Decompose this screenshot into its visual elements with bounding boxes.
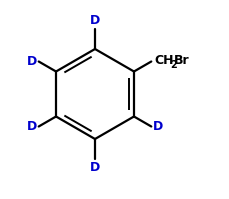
- Text: D: D: [153, 120, 164, 133]
- Text: D: D: [27, 55, 37, 68]
- Text: D: D: [90, 161, 100, 174]
- Text: 2: 2: [170, 60, 177, 69]
- Text: CH: CH: [154, 54, 174, 67]
- Text: Br: Br: [174, 54, 190, 67]
- Text: D: D: [27, 120, 37, 133]
- Text: D: D: [90, 14, 100, 27]
